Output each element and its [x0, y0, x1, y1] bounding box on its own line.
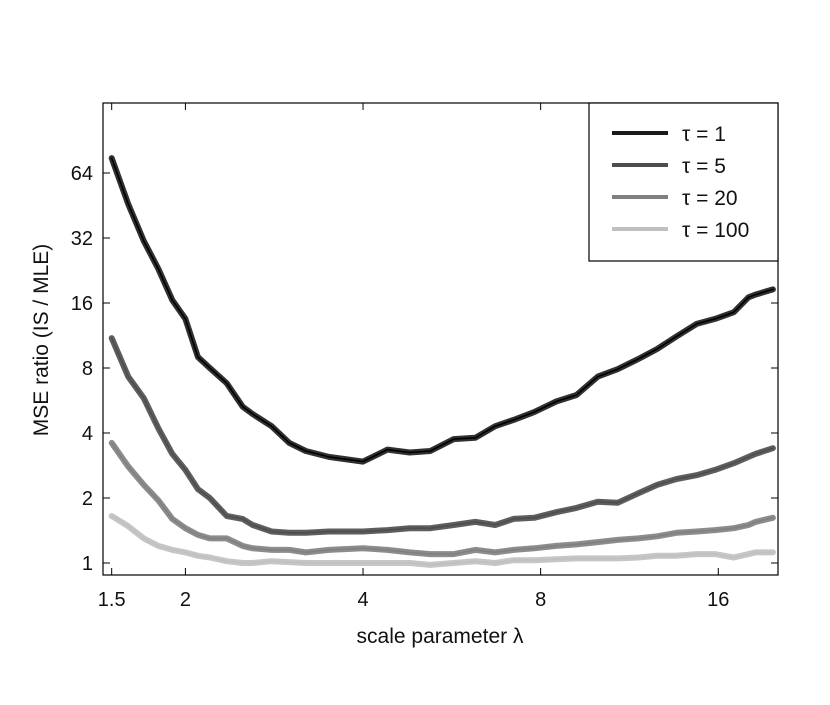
- legend-label-4: τ = 100: [682, 219, 749, 242]
- series-line-4: [110, 515, 774, 566]
- series-line-2: [110, 337, 774, 534]
- legend-items: τ = 1 τ = 5 τ = 20 τ = 100: [612, 123, 749, 242]
- y-tick-label: 8: [82, 358, 93, 380]
- legend-label-1: τ = 1: [682, 123, 726, 146]
- x-tick-label: 2: [180, 589, 191, 611]
- legend: τ = 1 τ = 5 τ = 20 τ = 100: [588, 102, 779, 262]
- x-axis-ticks: 1.5 2 4 8 16: [98, 103, 729, 611]
- y-tick-label: 2: [82, 488, 93, 510]
- x-tick-label: 16: [707, 589, 729, 611]
- series-line-1: [110, 157, 774, 463]
- plot-frame: [102, 102, 779, 576]
- x-tick-label: 4: [357, 589, 368, 611]
- legend-label-2: τ = 5: [682, 155, 726, 178]
- y-tick-label: 32: [71, 228, 93, 250]
- x-axis-label: scale parameter λ: [357, 625, 524, 648]
- x-tick-label: 8: [535, 589, 546, 611]
- series-line-3: [110, 442, 774, 555]
- x-tick-label: 1.5: [98, 589, 126, 611]
- y-axis-label: MSE ratio (IS / MLE): [30, 244, 53, 437]
- y-tick-label: 1: [82, 553, 93, 575]
- y-tick-label: 4: [82, 423, 93, 445]
- y-tick-label: 64: [71, 163, 93, 185]
- series-layer: [108, 155, 776, 568]
- y-tick-label: 16: [71, 293, 93, 315]
- legend-label-3: τ = 20: [682, 187, 738, 210]
- legend-box: [588, 102, 779, 262]
- y-axis-ticks: 1 2 4 8 16 32 64: [71, 163, 778, 575]
